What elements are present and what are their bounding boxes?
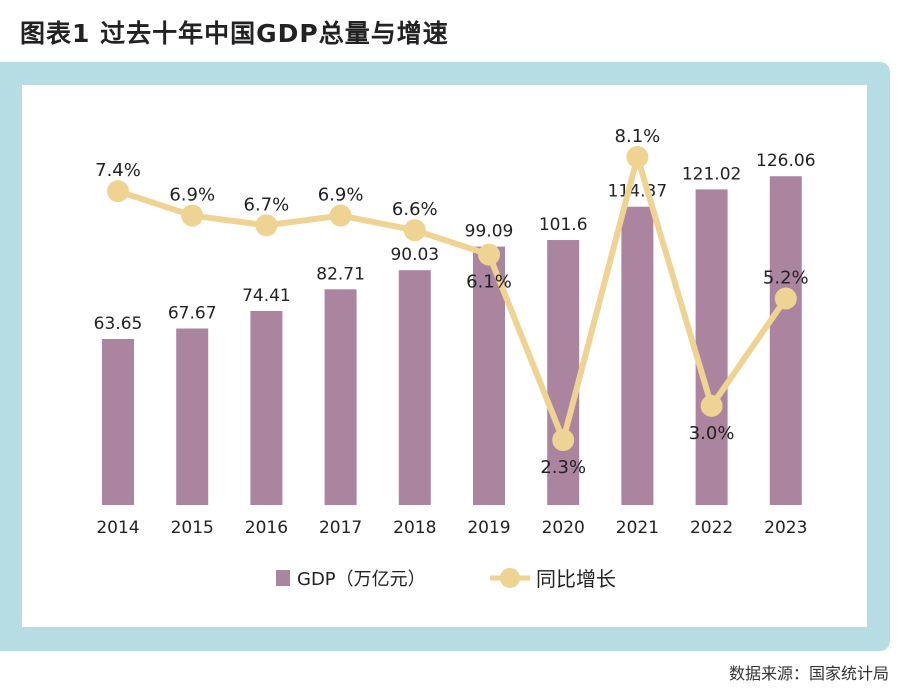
x-tick-label: 2016 <box>245 518 288 538</box>
gdp-bar-label: 126.06 <box>756 151 815 171</box>
source-note: 数据来源：国家统计局 <box>728 664 889 683</box>
gdp-bar <box>176 328 209 505</box>
x-tick-label: 2018 <box>393 518 436 538</box>
growth-label: 5.2% <box>763 268 809 289</box>
chart-title: 图表1 过去十年中国GDP总量与增速 <box>20 19 449 48</box>
gdp-bar-label: 90.03 <box>390 245 439 265</box>
gdp-bar-label: 121.02 <box>682 164 741 184</box>
legend-gdp-label: GDP（万亿元） <box>297 569 426 590</box>
growth-point <box>700 394 723 417</box>
growth-point <box>552 429 575 452</box>
legend-gdp-swatch <box>276 570 290 586</box>
gdp-bar <box>398 270 431 505</box>
x-tick-label: 2017 <box>319 518 362 538</box>
x-tick-label: 2019 <box>467 518 510 538</box>
gdp-bar-label: 99.09 <box>465 222 514 242</box>
growth-point <box>626 146 649 168</box>
growth-point <box>774 287 797 310</box>
gdp-bar <box>250 310 283 505</box>
growth-label: 6.9% <box>318 185 364 206</box>
x-tick-label: 2021 <box>616 518 659 538</box>
growth-point <box>403 219 426 242</box>
growth-label: 7.4% <box>95 160 141 181</box>
growth-line <box>117 154 789 444</box>
gdp-bar-label: 114.37 <box>608 182 667 202</box>
gdp-bar-label: 101.6 <box>539 215 588 235</box>
growth-point <box>107 180 129 203</box>
growth-point <box>255 214 278 237</box>
growth-label: 2.3% <box>540 457 586 478</box>
gdp-bar-label: 67.67 <box>168 304 217 324</box>
growth-label: 8.1% <box>615 126 661 147</box>
gdp-bar <box>324 289 357 505</box>
growth-label: 6.6% <box>392 199 438 220</box>
growth-point <box>329 204 352 227</box>
gdp-bar-label: 74.41 <box>242 286 291 306</box>
x-tick-label: 2023 <box>764 518 807 538</box>
growth-label: 6.9% <box>169 185 215 206</box>
gdp-bar <box>621 206 654 506</box>
gdp-bar <box>695 189 728 506</box>
gdp-bar <box>473 246 505 505</box>
x-tick-label: 2022 <box>690 518 733 538</box>
growth-label: 6.7% <box>244 194 290 215</box>
gdp-bar-label: 63.65 <box>94 314 143 334</box>
gdp-bar <box>102 339 134 505</box>
legend-growth-label: 同比增长 <box>536 567 616 591</box>
gdp-bar-label: 82.71 <box>316 264 365 284</box>
growth-point <box>478 243 500 266</box>
gdp-bar <box>547 240 580 505</box>
x-tick-label: 2020 <box>542 518 585 538</box>
gdp-bar <box>769 176 802 505</box>
growth-label: 3.0% <box>689 423 735 444</box>
growth-label: 6.1% <box>466 272 512 293</box>
x-tick-label: 2015 <box>171 518 214 538</box>
legend-growth-marker <box>500 568 520 588</box>
growth-point <box>181 204 204 227</box>
x-tick-label: 2014 <box>96 518 139 538</box>
